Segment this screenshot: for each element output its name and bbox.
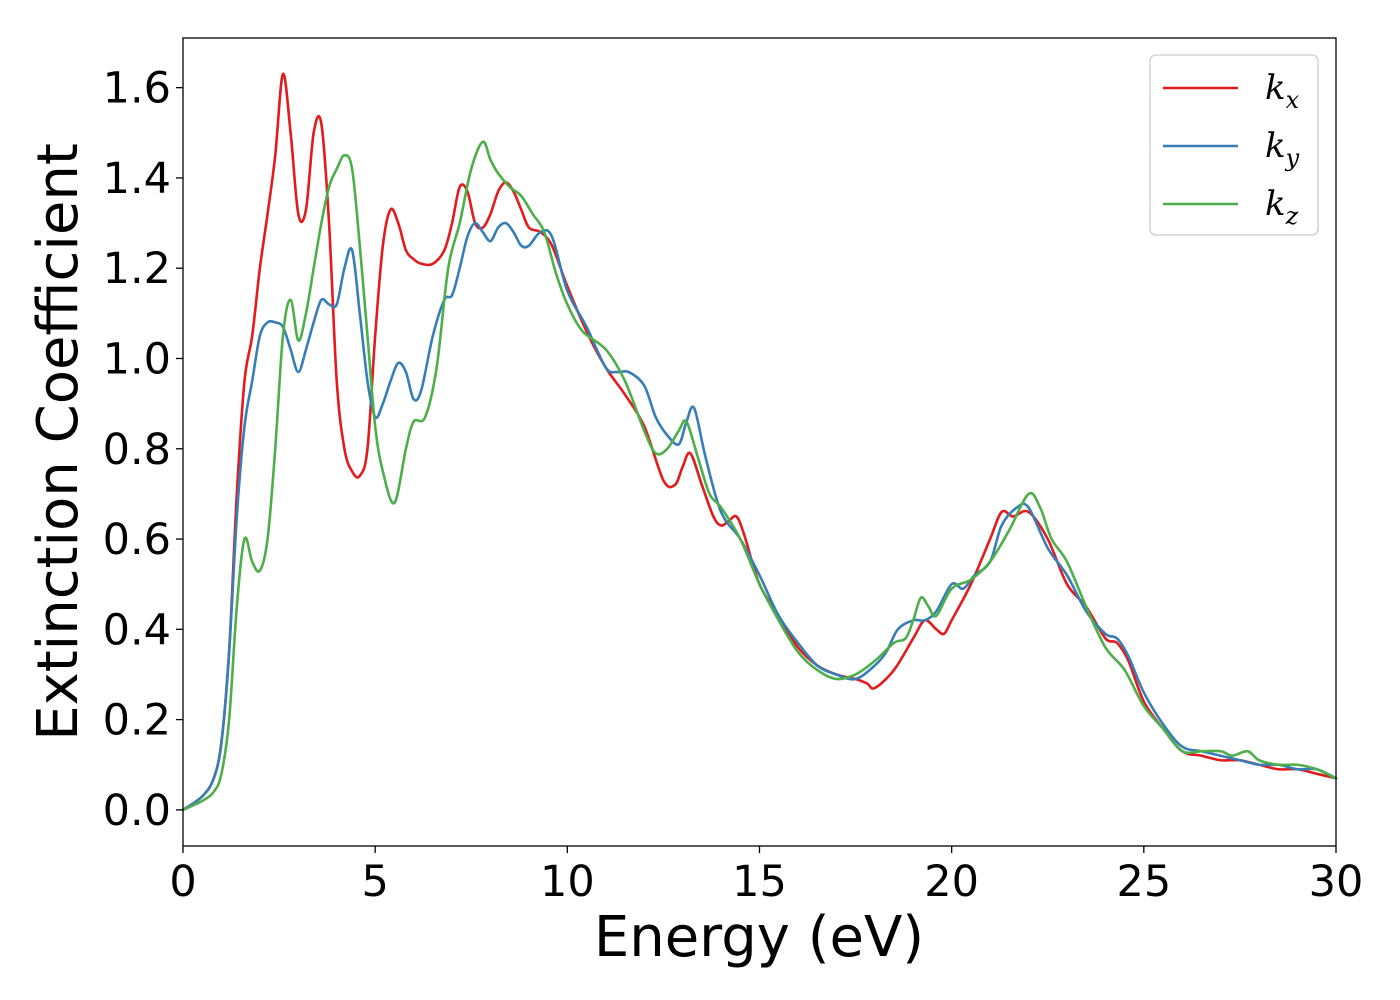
y-tick-label: 1.2 [103, 244, 171, 294]
legend-label-base: k [1265, 68, 1286, 108]
x-tick-label: 5 [361, 857, 388, 907]
x-tick-label: 15 [732, 857, 787, 907]
x-tick-label: 10 [540, 857, 595, 907]
y-tick-label: 1.6 [103, 64, 171, 114]
y-tick-label: 0.0 [103, 786, 171, 836]
series-line-x [181, 72, 1338, 812]
x-axis-label: Energy (eV) [594, 905, 924, 970]
x-axis-ticks: 0 5 10 15 20 25 30 [169, 846, 1363, 907]
plot-area [183, 38, 1336, 846]
x-tick-label: 20 [924, 857, 979, 907]
legend-label-subscript: z [1285, 202, 1299, 230]
x-tick-label: 30 [1309, 857, 1364, 907]
y-tick-label: 1.4 [103, 154, 171, 204]
y-axis-label: Extinction Coefficient [26, 143, 91, 741]
series-layer [181, 72, 1338, 812]
y-tick-label: 0.6 [103, 515, 171, 565]
y-tick-label: 0.8 [103, 425, 171, 475]
y-axis-ticks: 0.0 0.2 0.4 0.6 0.8 1.0 1.2 1.4 1.6 [103, 64, 183, 836]
y-tick-label: 0.2 [103, 696, 171, 746]
legend-label-base: k [1265, 184, 1286, 224]
y-tick-label: 0.4 [103, 605, 171, 655]
x-tick-label: 25 [1116, 857, 1171, 907]
legend-label-subscript: y [1285, 144, 1300, 172]
legend-label-x: kx [1265, 68, 1300, 114]
legend-label-subscript: x [1286, 86, 1300, 114]
series-line-y [181, 221, 1338, 812]
legend-label-y: ky [1265, 126, 1300, 172]
x-tick-label: 0 [169, 857, 196, 907]
legend-label-z: kz [1265, 184, 1299, 230]
legend-label-base: k [1265, 126, 1286, 166]
series-line-z [181, 140, 1338, 812]
y-tick-label: 1.0 [103, 334, 171, 384]
